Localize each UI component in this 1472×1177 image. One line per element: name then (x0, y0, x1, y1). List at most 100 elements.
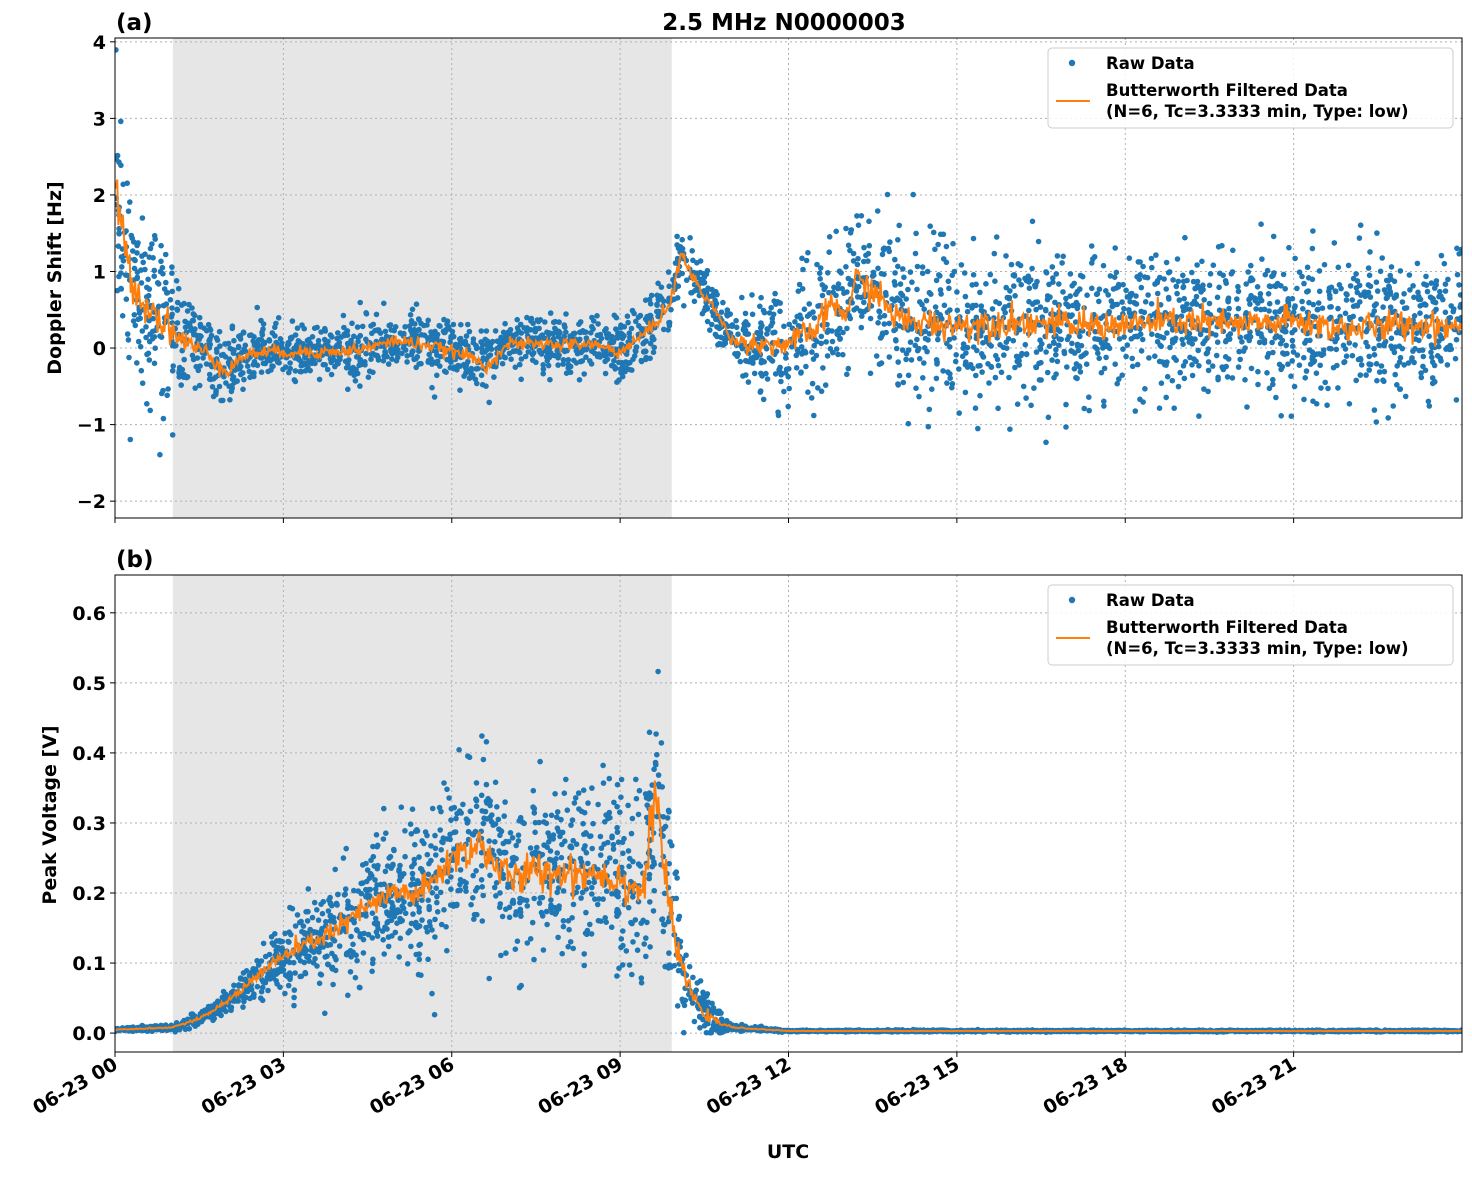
raw-data-point (353, 378, 359, 384)
raw-data-point (337, 357, 343, 363)
raw-data-point (1077, 334, 1083, 340)
raw-data-point (1183, 359, 1189, 365)
raw-data-point (1267, 386, 1273, 392)
raw-data-point (636, 812, 642, 818)
raw-data-point (479, 346, 485, 352)
raw-data-point (587, 922, 593, 928)
raw-data-point (200, 355, 206, 361)
raw-data-point (1030, 219, 1036, 225)
raw-data-point (817, 276, 823, 282)
raw-data-point (1063, 402, 1069, 408)
raw-data-point (709, 322, 715, 328)
raw-data-point (1018, 263, 1024, 269)
raw-data-point (1055, 359, 1061, 365)
raw-data-point (835, 352, 841, 358)
raw-data-point (287, 366, 293, 372)
raw-data-point (444, 787, 450, 793)
raw-data-point (1445, 277, 1451, 283)
raw-data-point (1047, 343, 1053, 349)
raw-data-point (1383, 290, 1389, 296)
raw-data-point (345, 387, 351, 393)
raw-data-point (116, 274, 122, 280)
raw-data-point (469, 366, 475, 372)
raw-data-point (656, 309, 662, 315)
raw-data-point (542, 319, 548, 325)
raw-data-point (138, 267, 144, 273)
raw-data-point (665, 815, 671, 821)
raw-data-point (892, 279, 898, 285)
raw-data-point (1181, 279, 1187, 285)
raw-data-point (491, 374, 497, 380)
raw-data-point (996, 363, 1002, 369)
raw-data-point (855, 256, 861, 262)
raw-data-point (1257, 340, 1263, 346)
raw-data-point (1392, 295, 1398, 301)
raw-data-point (394, 351, 400, 357)
raw-data-point (633, 777, 639, 783)
raw-data-point (1318, 385, 1324, 391)
raw-data-point (568, 364, 574, 370)
raw-data-point (1182, 376, 1188, 382)
raw-data-point (963, 294, 969, 300)
raw-data-point (1146, 355, 1152, 361)
raw-data-point (234, 378, 240, 384)
raw-data-point (1125, 294, 1131, 300)
raw-data-point (479, 328, 485, 334)
raw-data-point (1358, 372, 1364, 378)
raw-data-point (968, 362, 974, 368)
raw-data-point (992, 251, 998, 257)
raw-data-point (457, 387, 463, 393)
raw-data-point (444, 948, 450, 954)
raw-data-point (1214, 353, 1220, 359)
raw-data-point (1247, 301, 1253, 307)
raw-data-point (261, 321, 267, 327)
raw-data-point (1159, 380, 1165, 386)
raw-data-point (1199, 259, 1205, 265)
raw-data-point (1381, 341, 1387, 347)
raw-data-point (1099, 370, 1105, 376)
raw-data-point (1196, 413, 1202, 419)
raw-data-point (1429, 354, 1435, 360)
raw-data-point (388, 327, 394, 333)
raw-data-point (286, 983, 292, 989)
raw-data-point (144, 401, 150, 407)
raw-data-point (1416, 338, 1422, 344)
raw-data-point (868, 371, 874, 377)
raw-data-point (956, 366, 962, 372)
raw-data-point (295, 325, 301, 331)
raw-data-point (288, 932, 294, 938)
legend-marker-raw (1069, 60, 1075, 66)
raw-data-point (1322, 380, 1328, 386)
raw-data-point (306, 886, 312, 892)
raw-data-point (1223, 364, 1229, 370)
raw-data-point (1304, 289, 1310, 295)
raw-data-point (222, 341, 228, 347)
raw-data-point (1384, 296, 1390, 302)
raw-data-point (778, 379, 784, 385)
raw-data-point (1170, 277, 1176, 283)
raw-data-point (802, 349, 808, 355)
raw-data-point (897, 373, 903, 379)
raw-data-point (384, 909, 390, 915)
raw-data-point (412, 321, 418, 327)
raw-data-point (609, 363, 615, 369)
raw-data-point (342, 333, 348, 339)
raw-data-point (588, 330, 594, 336)
raw-data-point (1429, 280, 1435, 286)
raw-data-point (1003, 253, 1009, 259)
raw-data-point (332, 364, 338, 370)
raw-data-point (1018, 282, 1024, 288)
raw-data-point (363, 310, 369, 316)
raw-data-point (820, 365, 826, 371)
raw-data-point (165, 290, 171, 296)
raw-data-point (865, 258, 871, 264)
raw-data-point (1164, 330, 1170, 336)
raw-data-point (1060, 253, 1066, 259)
raw-data-point (901, 380, 907, 386)
raw-data-point (549, 813, 555, 819)
raw-data-point (1215, 377, 1221, 383)
raw-data-point (600, 896, 606, 902)
raw-data-point (186, 302, 192, 308)
